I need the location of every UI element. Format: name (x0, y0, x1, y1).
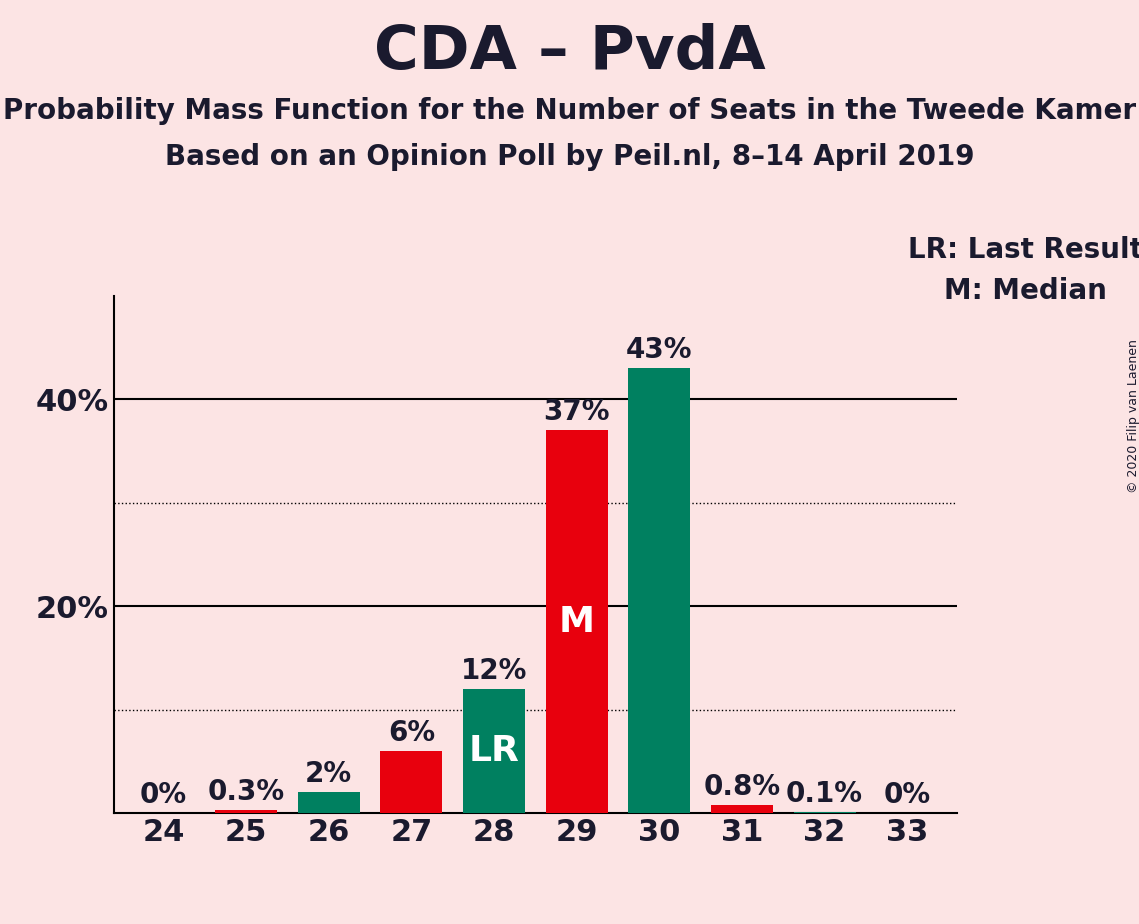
Text: M: M (558, 604, 595, 638)
Text: Probability Mass Function for the Number of Seats in the Tweede Kamer: Probability Mass Function for the Number… (3, 97, 1136, 125)
Text: Based on an Opinion Poll by Peil.nl, 8–14 April 2019: Based on an Opinion Poll by Peil.nl, 8–1… (165, 143, 974, 171)
Text: 2%: 2% (305, 760, 352, 788)
Text: © 2020 Filip van Laenen: © 2020 Filip van Laenen (1126, 339, 1139, 492)
Bar (711, 805, 773, 813)
Text: 12%: 12% (461, 657, 527, 685)
Bar (464, 689, 525, 813)
Bar (794, 812, 855, 813)
Text: LR: LR (468, 734, 519, 768)
Text: 0.8%: 0.8% (704, 772, 780, 801)
Text: 0%: 0% (140, 781, 187, 809)
Text: M: Median: M: Median (944, 277, 1106, 305)
Bar (629, 368, 690, 813)
Text: 37%: 37% (543, 398, 609, 426)
Text: LR: Last Result: LR: Last Result (908, 236, 1139, 263)
Bar (546, 431, 607, 813)
Bar (215, 810, 277, 813)
Bar (297, 793, 360, 813)
Text: CDA – PvdA: CDA – PvdA (374, 23, 765, 82)
Text: 43%: 43% (626, 336, 693, 364)
Text: 6%: 6% (387, 719, 435, 747)
Text: 0.1%: 0.1% (786, 780, 863, 808)
Bar (380, 751, 442, 813)
Text: 0.3%: 0.3% (207, 778, 285, 806)
Text: 0%: 0% (884, 781, 931, 809)
